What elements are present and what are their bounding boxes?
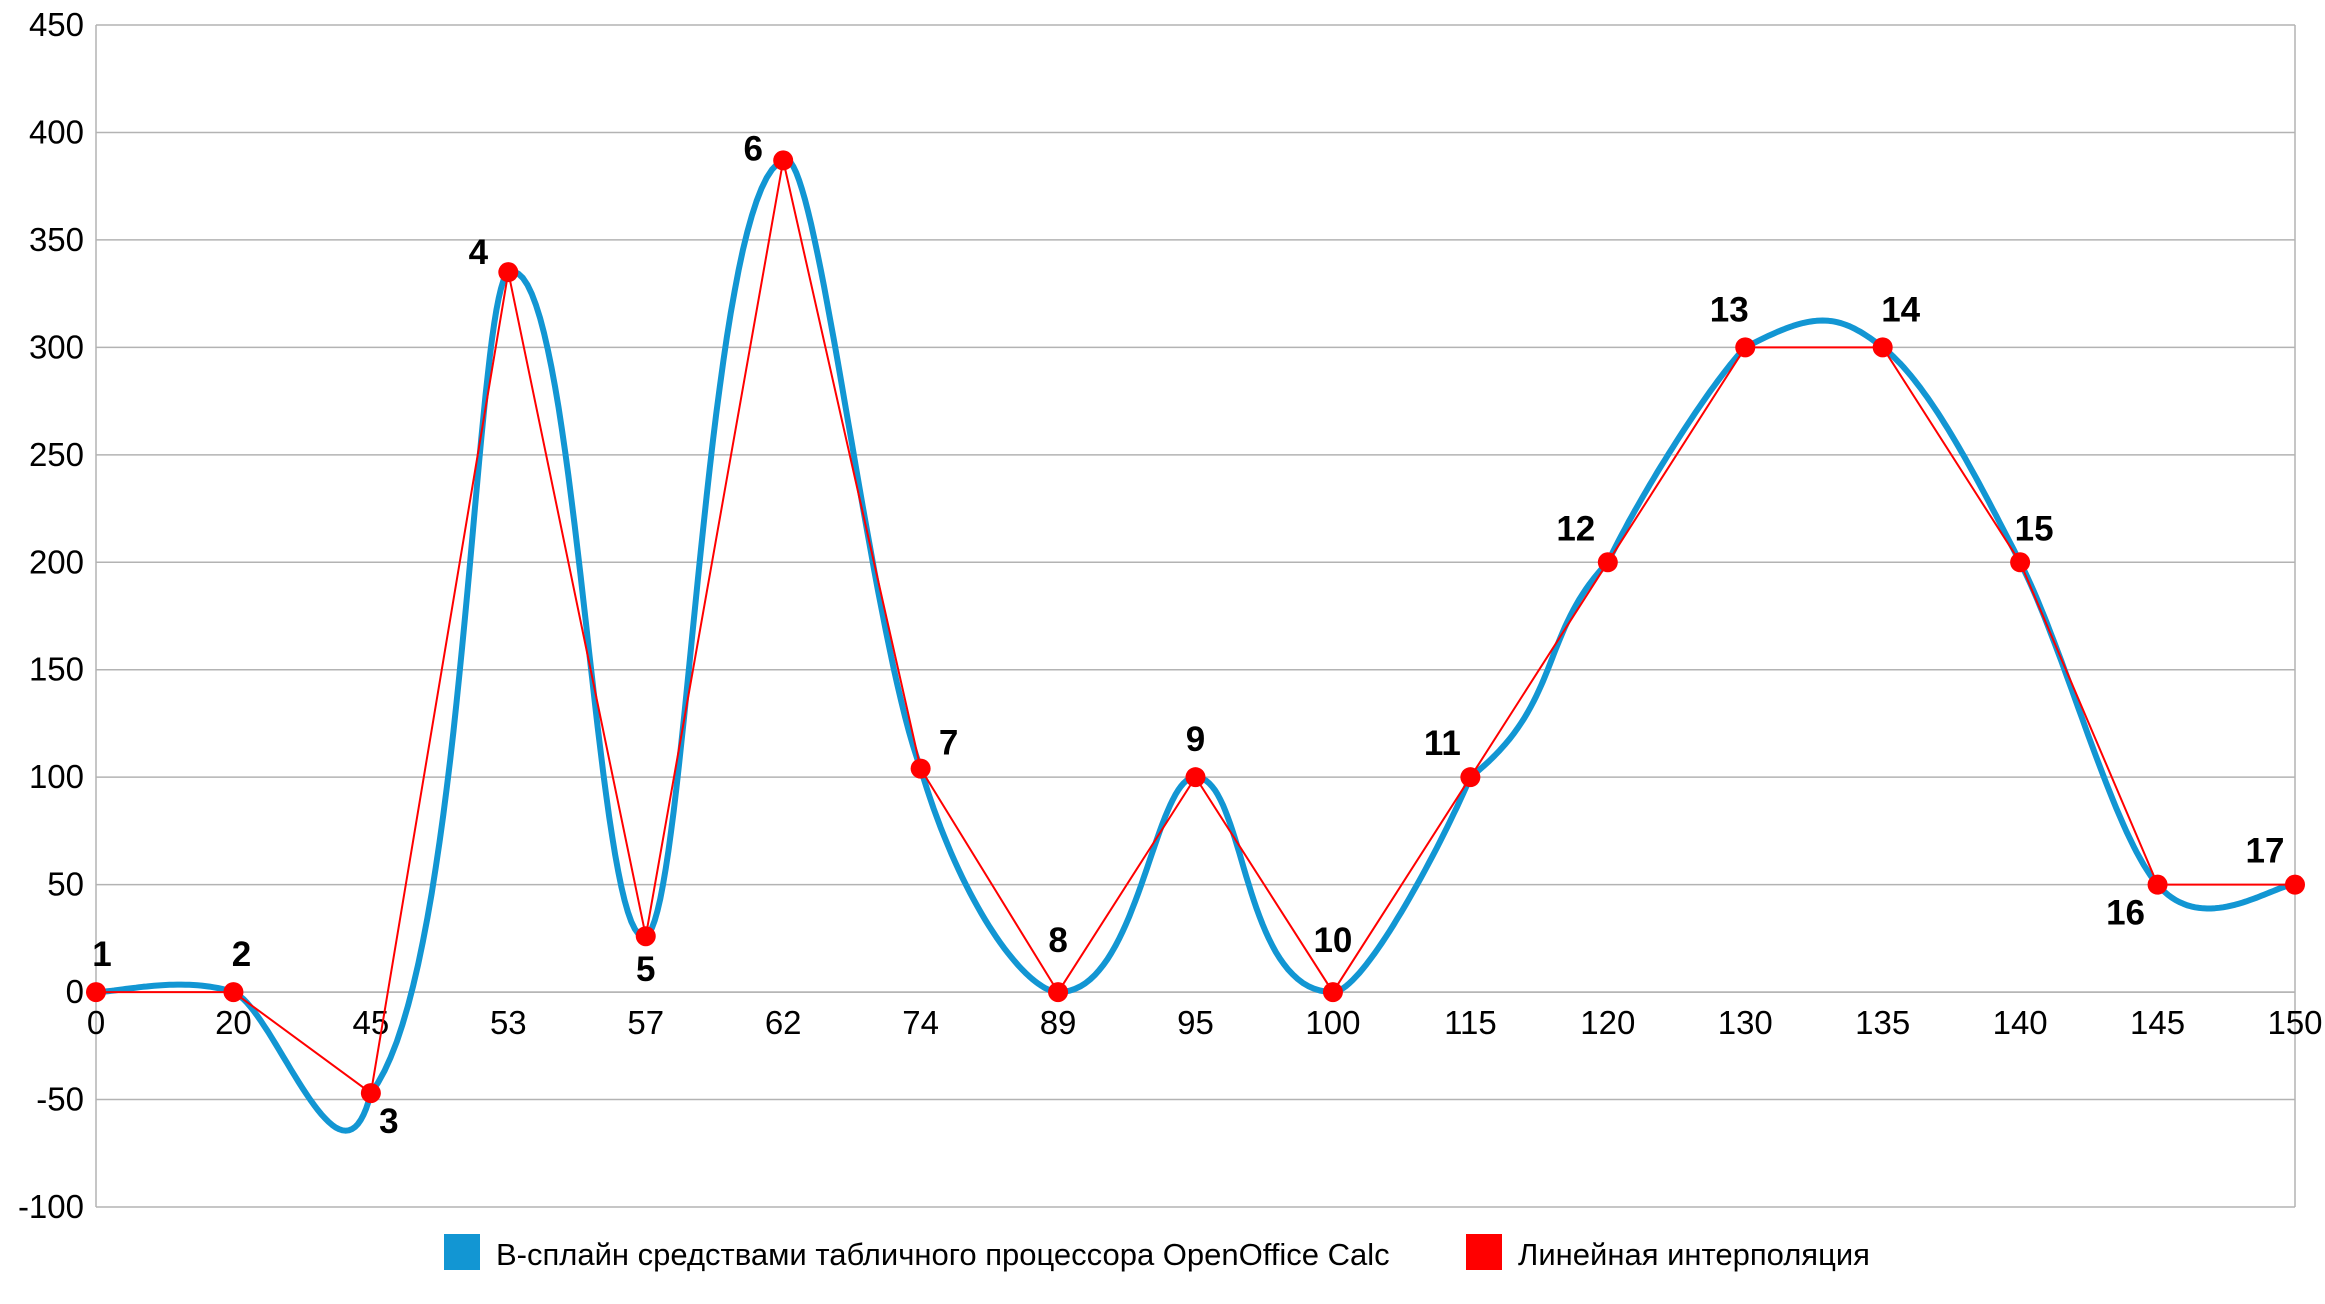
- x-tick-label: 0: [87, 1004, 105, 1041]
- data-point: [1460, 767, 1481, 788]
- y-tick-labels: -100 -50 0 50 100 150 200 250 300 350 400 450: [18, 6, 84, 1225]
- legend-label-spline: B-сплайн средствами табличного процессор…: [496, 1237, 1390, 1272]
- data-point: [1735, 337, 1756, 358]
- data-point: [2285, 874, 2305, 895]
- data-point: [1048, 982, 1069, 1003]
- y-tick-label: 300: [29, 328, 84, 365]
- x-tick-label: 89: [1040, 1004, 1077, 1041]
- point-label: 6: [743, 129, 762, 168]
- x-tick-labels: 0 20 45 53 57 62 74 89 95 100 115 120 130 135 140 145 15…: [87, 1004, 2323, 1041]
- y-tick-label: 200: [29, 543, 84, 580]
- point-label: 10: [1313, 921, 1352, 960]
- legend-swatch-spline: [444, 1234, 480, 1270]
- data-point: [86, 982, 106, 1003]
- x-tick-label: 74: [902, 1004, 939, 1041]
- spline-series: [94, 156, 2297, 1134]
- y-tick-label: 50: [47, 866, 84, 903]
- point-label: 13: [1710, 290, 1749, 329]
- y-tick-label: 100: [29, 758, 84, 795]
- point-label: 2: [232, 935, 251, 974]
- linear-line: [96, 160, 2295, 1095]
- axes: [95, 25, 2295, 1207]
- y-tick-label: -100: [18, 1188, 84, 1225]
- y-tick-label: -50: [36, 1081, 84, 1118]
- data-point: [223, 982, 244, 1003]
- data-point: [1597, 552, 1618, 573]
- data-point: [773, 150, 794, 171]
- point-label: 12: [1556, 509, 1595, 548]
- x-tick-label: 100: [1305, 1004, 1360, 1041]
- x-tick-label: 150: [2267, 1004, 2322, 1041]
- x-tick-label: 45: [353, 1004, 390, 1041]
- legend-swatch-linear: [1466, 1234, 1502, 1270]
- data-point: [1872, 337, 1893, 358]
- point-label: 3: [379, 1102, 398, 1141]
- x-tick-label: 20: [215, 1004, 252, 1041]
- point-label: 8: [1048, 921, 1067, 960]
- data-point: [1322, 982, 1343, 1003]
- data-point: [360, 1083, 381, 1104]
- point-label: 9: [1186, 720, 1205, 759]
- data-point: [2147, 874, 2168, 895]
- y-tick-label: 350: [29, 221, 84, 258]
- data-point: [1185, 767, 1206, 788]
- point-label: 14: [1881, 290, 1920, 329]
- point-label: 1: [92, 935, 111, 974]
- x-tick-label: 95: [1177, 1004, 1214, 1041]
- data-points: [86, 150, 2305, 1104]
- legend-label-linear: Линейная интерполяция: [1518, 1237, 1870, 1272]
- point-label: 11: [1424, 724, 1461, 763]
- x-tick-label: 57: [627, 1004, 664, 1041]
- point-label: 7: [939, 724, 958, 763]
- x-tick-label: 62: [765, 1004, 802, 1041]
- y-tick-label: 400: [29, 113, 84, 150]
- point-label: 17: [2246, 832, 2285, 871]
- point-label: 4: [469, 233, 489, 272]
- spline-line: [94, 156, 2297, 1134]
- point-label: 15: [2015, 509, 2054, 548]
- data-point: [635, 926, 656, 947]
- point-label: 16: [2106, 894, 2145, 933]
- data-point: [498, 262, 519, 283]
- legend: B-сплайн средствами табличного процессор…: [444, 1234, 1870, 1272]
- y-tick-label: 0: [66, 973, 84, 1010]
- y-tick-label: 450: [29, 6, 84, 43]
- x-tick-label: 130: [1718, 1004, 1773, 1041]
- x-tick-label: 135: [1855, 1004, 1910, 1041]
- x-tick-label: 53: [490, 1004, 527, 1041]
- point-label: 5: [636, 950, 655, 989]
- x-tick-label: 140: [1993, 1004, 2048, 1041]
- y-tick-label: 150: [29, 651, 84, 688]
- data-point: [910, 758, 931, 779]
- y-tick-label: 250: [29, 436, 84, 473]
- linear-series: [96, 160, 2295, 1095]
- x-tick-label: 120: [1580, 1004, 1635, 1041]
- x-tick-label: 115: [1444, 1004, 1497, 1041]
- x-tick-label: 145: [2130, 1004, 2185, 1041]
- data-point: [2010, 552, 2031, 573]
